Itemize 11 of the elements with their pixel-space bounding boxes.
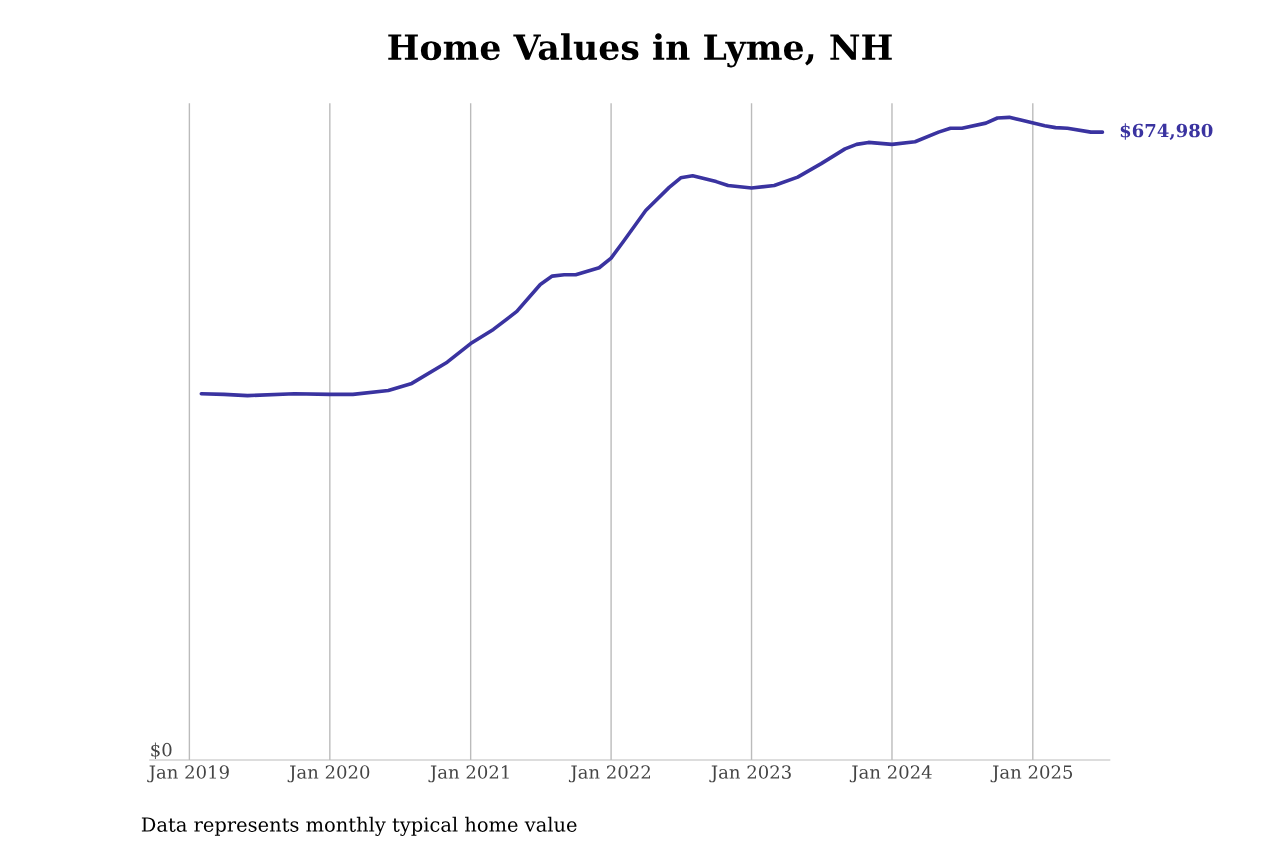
x-tick-label: Jan 2024 [849,765,932,783]
chart-title: Home Values in Lyme, NH [388,33,892,68]
text: $674,980 [1120,123,1213,141]
x-tick-label: Jan 2025 [990,765,1073,783]
text: Data represents monthly typical home value [141,816,577,836]
x-tick-label: Jan 2022 [568,765,650,783]
x-tick-label: Jan 2019 [147,765,229,783]
x-tick-label: Jan 2020 [287,765,370,783]
x-tick-label: Jan 2021 [428,765,509,783]
annotation: $0 [151,742,172,759]
x-tick-label: Jan 2023 [709,765,791,783]
